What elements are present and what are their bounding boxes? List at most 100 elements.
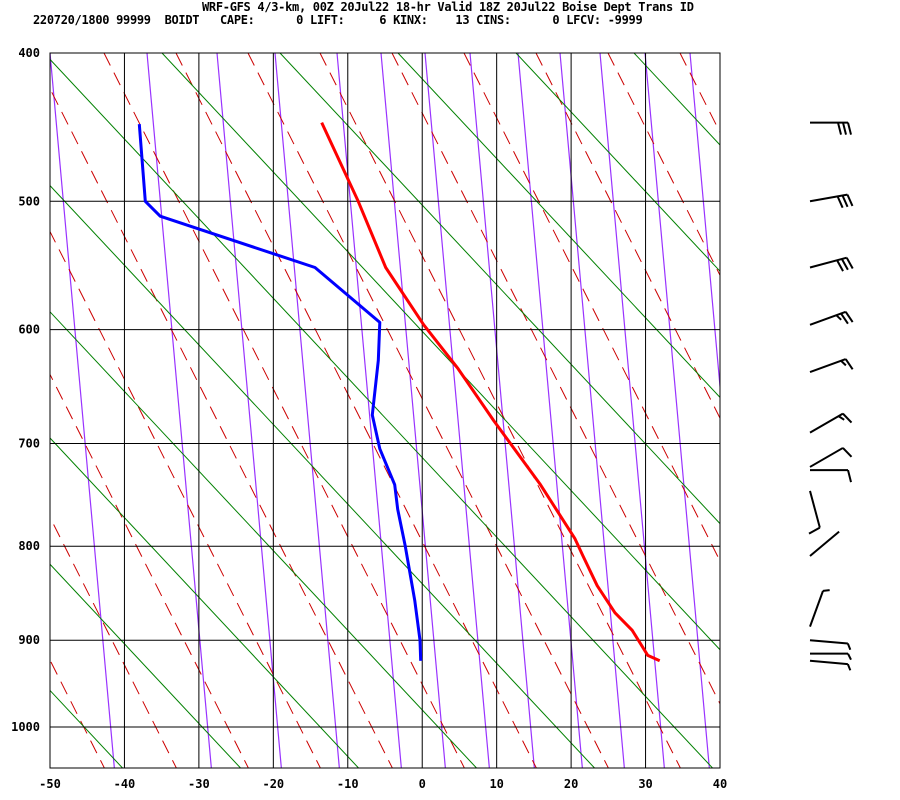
moist-adiabat-line <box>50 311 477 768</box>
isotherm-line <box>336 53 402 768</box>
barb-staff <box>809 530 840 557</box>
isotherm-line <box>469 53 535 768</box>
moist-adiabat-line <box>50 58 713 768</box>
barb-staff <box>809 659 848 666</box>
dry-adiabat-line <box>50 87 393 768</box>
x-tick-label: -10 <box>337 777 359 791</box>
wind-barb <box>809 358 854 373</box>
wind-barb <box>810 652 852 661</box>
x-tick-label: 20 <box>564 777 578 791</box>
tick-labels: -50 -40 -30 -20 -10 0 10 20 30 40 400 500 600 700 800 9… <box>11 46 727 791</box>
moist-adiabat-line <box>397 53 720 399</box>
wind-barb <box>809 412 853 434</box>
y-tick-label: 400 <box>18 46 40 60</box>
wind-barb <box>809 530 840 557</box>
isotherm-line <box>274 53 340 768</box>
x-tick-label: 10 <box>489 777 503 791</box>
isotherm-line <box>599 53 665 768</box>
barb-flag <box>822 589 830 592</box>
wind-barb <box>808 490 821 535</box>
dry-adiabat-line <box>463 53 720 563</box>
dry-adiabat-line <box>391 53 720 705</box>
barb-flag <box>845 257 854 269</box>
wind-barb <box>810 121 852 135</box>
isotherm-line <box>644 53 710 768</box>
wind-barb <box>809 193 854 209</box>
barb-staff <box>809 490 821 528</box>
dry-adiabat-line <box>607 53 720 277</box>
barb-staff <box>809 193 848 203</box>
dry-adiabat-line <box>752 53 900 768</box>
wind-barb <box>809 639 852 651</box>
barb-staff <box>809 412 844 434</box>
x-tick-label: 0 <box>419 777 426 791</box>
isotherm-line <box>146 53 212 768</box>
barb-staff <box>809 639 848 645</box>
wind-barb <box>809 310 854 326</box>
barb-flag <box>846 663 852 671</box>
dry-adiabat-line <box>50 516 177 768</box>
barb-staff <box>809 447 844 468</box>
barb-flag <box>836 259 844 272</box>
moist-adiabat-line <box>633 53 720 146</box>
isotherm-line <box>50 53 115 768</box>
moist-adiabat-line <box>50 563 241 768</box>
wind-barb <box>809 659 852 671</box>
barb-staff <box>809 590 824 627</box>
barb-flag <box>840 360 847 367</box>
barb-flag <box>840 312 849 325</box>
moist-adiabat-line <box>752 53 900 768</box>
x-tick-label: -30 <box>188 777 210 791</box>
chart-title: WRF-GFS 4/3-km, 00Z 20Jul22 18-hr Valid … <box>202 0 694 14</box>
y-tick-label: 1000 <box>11 720 40 734</box>
y-tick-label: 800 <box>18 539 40 553</box>
barb-flag <box>835 314 842 321</box>
y-tick-label: 700 <box>18 436 40 450</box>
x-tick-label: -20 <box>262 777 284 791</box>
barb-staff <box>809 310 847 326</box>
x-tick-label: 40 <box>713 777 727 791</box>
dry-adiabat-line <box>50 373 249 768</box>
barb-flag <box>808 526 821 535</box>
moist-adiabat-line <box>50 184 595 768</box>
barb-flag <box>842 447 853 458</box>
y-tick-label: 600 <box>18 323 40 337</box>
plot-border <box>49 52 721 769</box>
moist-adiabat-line <box>50 437 359 768</box>
barb-flag <box>844 358 854 370</box>
dry-adiabat-line <box>50 659 105 768</box>
barb-staff <box>809 358 847 373</box>
dry-adiabat-line <box>103 53 465 768</box>
barb-flag <box>842 122 847 135</box>
x-tick-label: -40 <box>114 777 136 791</box>
barb-flag <box>847 469 852 483</box>
isotherm-line <box>517 53 583 768</box>
dry-adiabat-line <box>679 53 720 134</box>
barb-flag <box>841 195 849 208</box>
x-tick-label: -50 <box>39 777 61 791</box>
profiles <box>137 121 661 663</box>
dry-adiabat-line <box>0 53 32 768</box>
isotherm-line <box>216 53 282 768</box>
background-lines <box>0 53 900 768</box>
moist-adiabat-line <box>0 53 5 768</box>
x-tick-label: 30 <box>638 777 652 791</box>
sounding-indices: 220720/1800 99999 BOIDT CAPE: 0 LIFT: 6 … <box>33 13 643 27</box>
barb-flag <box>836 195 844 209</box>
dry-adiabat-line <box>175 53 537 768</box>
wind-barb <box>809 256 854 272</box>
dry-adiabat-line <box>319 53 681 768</box>
wind-barbs <box>808 121 854 671</box>
dry-adiabat-line <box>247 53 609 768</box>
y-tick-label: 500 <box>18 194 40 208</box>
barb-flag <box>837 122 842 135</box>
barb-flag <box>847 122 852 135</box>
temperature-line <box>320 121 661 663</box>
dewpoint-line <box>137 123 423 661</box>
barb-flag <box>844 311 854 323</box>
barb-staff <box>809 256 847 269</box>
barb-flag <box>847 653 852 661</box>
wind-barb <box>809 589 830 627</box>
moist-adiabat-line <box>279 53 720 525</box>
